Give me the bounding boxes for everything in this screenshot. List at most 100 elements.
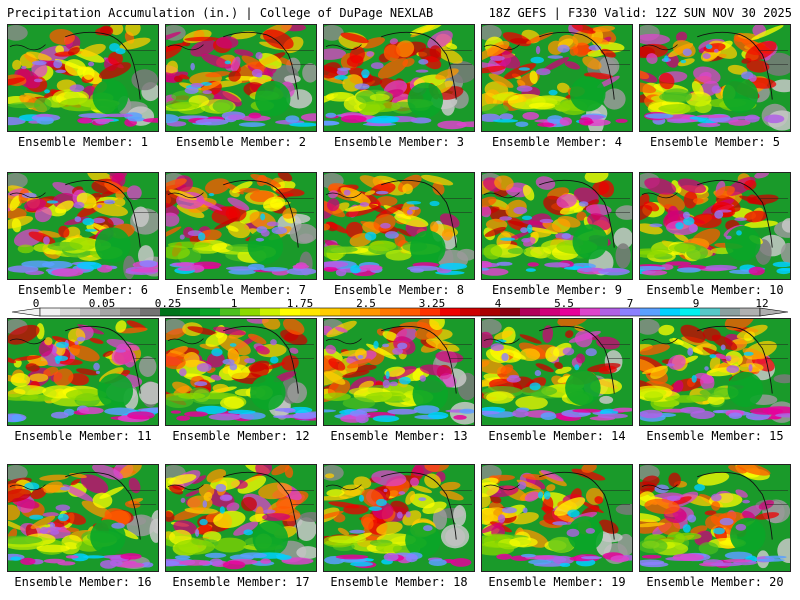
precip-map-image: [324, 319, 474, 425]
ensemble-member-label: Ensemble Member: 9: [491, 283, 623, 297]
colorbar-tick-label: 9: [692, 297, 700, 310]
colorbar-arrow-right: [759, 307, 789, 317]
colorbar-swatch: [680, 308, 701, 316]
precip-map-image: [482, 173, 632, 279]
ensemble-member-map: [639, 464, 791, 572]
precip-map-image: [482, 25, 632, 131]
colorbar-swatch: [700, 308, 721, 316]
colorbar-swatch: [100, 308, 121, 316]
ensemble-member-map: [639, 24, 791, 132]
precip-map-image: [166, 25, 316, 131]
ensemble-member-map: [7, 172, 159, 280]
colorbar-swatch: [40, 308, 61, 316]
colorbar-swatch: [620, 308, 641, 316]
ensemble-member-label: Ensemble Member: 11: [14, 429, 152, 443]
precip-map-image: [640, 465, 790, 571]
colorbar-tick-label: 7: [626, 297, 634, 310]
precip-map-image: [324, 25, 474, 131]
colorbar-swatch: [400, 308, 421, 316]
colorbar-swatch: [180, 308, 201, 316]
header-valid-time: 18Z GEFS | F330 Valid: 12Z SUN NOV 30 20…: [488, 6, 792, 20]
ensemble-member-map: [165, 24, 317, 132]
colorbar-swatch: [520, 308, 541, 316]
ensemble-member-map: [7, 318, 159, 426]
colorbar-swatch: [320, 308, 341, 316]
ensemble-member-map: [165, 172, 317, 280]
colorbar-swatch: [120, 308, 141, 316]
ensemble-member-map: [481, 318, 633, 426]
ensemble-member-label: Ensemble Member: 3: [333, 135, 465, 149]
colorbar-swatch: [380, 308, 401, 316]
precip-map-image: [640, 25, 790, 131]
precip-map-image: [482, 319, 632, 425]
colorbar-swatch: [440, 308, 461, 316]
colorbar-swatch: [580, 308, 601, 316]
ensemble-member-label: Ensemble Member: 4: [491, 135, 623, 149]
precip-map-image: [324, 465, 474, 571]
colorbar-swatch: [480, 308, 501, 316]
ensemble-member-label: Ensemble Member: 13: [330, 429, 468, 443]
colorbar-swatch: [360, 308, 381, 316]
colorbar-swatch: [280, 308, 301, 316]
colorbar-swatch: [240, 308, 261, 316]
ensemble-member-map: [481, 24, 633, 132]
precip-map-image: [640, 319, 790, 425]
colorbar-tick-label: 0.05: [88, 297, 116, 310]
precip-map-image: [166, 465, 316, 571]
colorbar-swatch: [420, 308, 441, 316]
ensemble-member-label: Ensemble Member: 1: [17, 135, 149, 149]
precip-map-image: [324, 173, 474, 279]
ensemble-member-map: [323, 318, 475, 426]
colorbar-swatch: [340, 308, 361, 316]
colorbar-tick-label: 1.75: [286, 297, 314, 310]
colorbar-swatch: [300, 308, 321, 316]
ensemble-member-label: Ensemble Member: 19: [488, 575, 626, 589]
ensemble-member-map: [481, 172, 633, 280]
colorbar-swatch: [80, 308, 101, 316]
precip-map-image: [8, 319, 158, 425]
ensemble-member-label: Ensemble Member: 6: [17, 283, 149, 297]
ensemble-member-label: Ensemble Member: 7: [175, 283, 307, 297]
ensemble-member-label: Ensemble Member: 14: [488, 429, 626, 443]
ensemble-member-label: Ensemble Member: 15: [646, 429, 784, 443]
ensemble-member-map: [323, 24, 475, 132]
precip-colorbar: [11, 307, 789, 317]
ensemble-member-map: [639, 318, 791, 426]
precip-map-image: [482, 465, 632, 571]
ensemble-member-label: Ensemble Member: 18: [330, 575, 468, 589]
colorbar-swatch: [560, 308, 581, 316]
precip-map-image: [166, 319, 316, 425]
colorbar-swatch: [460, 308, 481, 316]
header-title: Precipitation Accumulation (in.) | Colle…: [7, 6, 434, 20]
precip-map-image: [640, 173, 790, 279]
ensemble-member-map: [165, 318, 317, 426]
colorbar-tick-label: 12: [755, 297, 769, 310]
colorbar-tick-label: 5.5: [554, 297, 574, 310]
ensemble-member-map: [7, 464, 159, 572]
colorbar-swatch: [260, 308, 281, 316]
colorbar-swatch: [500, 308, 521, 316]
ensemble-member-map: [639, 172, 791, 280]
ensemble-member-label: Ensemble Member: 16: [14, 575, 152, 589]
colorbar-swatch: [640, 308, 661, 316]
precip-map-image: [166, 173, 316, 279]
colorbar-swatch: [660, 308, 681, 316]
precip-map-image: [8, 173, 158, 279]
colorbar-swatch: [740, 308, 761, 316]
colorbar-swatch: [160, 308, 181, 316]
colorbar-swatch: [720, 308, 741, 316]
colorbar-swatch: [60, 308, 81, 316]
colorbar-tick-label: 4: [494, 297, 502, 310]
ensemble-member-label: Ensemble Member: 20: [646, 575, 784, 589]
ensemble-member-label: Ensemble Member: 10: [646, 283, 784, 297]
colorbar-tick-label: 1: [230, 297, 238, 310]
ensemble-member-label: Ensemble Member: 5: [649, 135, 781, 149]
ensemble-member-label: Ensemble Member: 17: [172, 575, 310, 589]
colorbar-tick-label: 3.25: [418, 297, 446, 310]
ensemble-member-map: [323, 464, 475, 572]
ensemble-member-map: [165, 464, 317, 572]
colorbar-swatch: [200, 308, 221, 316]
colorbar-tick-label: 2.5: [356, 297, 376, 310]
colorbar-swatch: [140, 308, 161, 316]
precip-map-image: [8, 465, 158, 571]
